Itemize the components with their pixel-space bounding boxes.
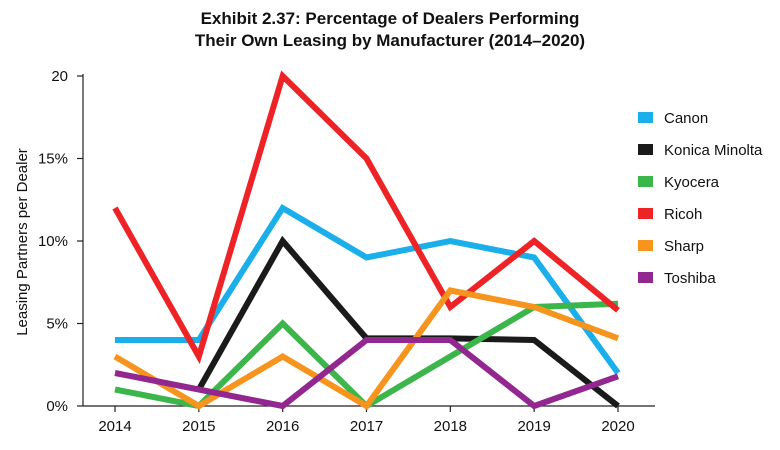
legend-label-kyocera: Kyocera [664,174,720,191]
series-line-sharp [113,287,620,410]
legend-label-toshiba: Toshiba [664,270,716,287]
series-lines [112,70,621,410]
series-line-canon [115,203,621,375]
axes: 0% 5% 10% 15% 20 2014 2015 2016 2017 2018 2019 2020 [38,68,655,435]
legend-swatch-sharp [638,240,653,251]
legend-swatch-ricoh [638,208,653,219]
legend-swatch-kyocera [638,176,653,187]
y-tick-label: 20 [51,68,68,85]
legend: Canon Konica Minolta Kyocera Ricoh Sharp Tosh… [638,110,763,287]
series-line-ricoh [112,70,620,365]
chart-title-line-2: Their Own Leasing by Manufacturer (2014–… [194,31,586,50]
y-tick-label: 5% [46,316,68,333]
y-axis-label: Leasing Partners per Dealer [14,148,31,336]
x-tick-label: 2017 [350,418,383,435]
legend-swatch-konica-minolta [638,144,653,155]
x-tick-label: 2016 [266,418,299,435]
x-tick-label: 2018 [434,418,467,435]
legend-swatch-toshiba [638,272,653,283]
legend-label-konica-minolta: Konica Minolta [664,142,763,159]
legend-label-ricoh: Ricoh [664,206,702,223]
legend-label-canon: Canon [664,110,708,127]
x-tick-label: 2014 [98,418,131,435]
chart-title-line-1: Exhibit 2.37: Percentage of Dealers Perf… [200,9,580,28]
series-line-toshiba [114,337,620,410]
y-tick-label: 10% [38,233,68,250]
legend-swatch-canon [638,112,653,123]
legend-label-sharp: Sharp [664,238,704,255]
chart-title: Exhibit 2.37: Percentage of Dealers Perf… [0,8,780,52]
y-tick-label: 0% [46,398,68,415]
x-tick-label: 2019 [517,418,550,435]
x-tick-label: 2020 [601,418,634,435]
x-tick-label: 2015 [182,418,215,435]
y-tick-label: 15% [38,151,68,168]
